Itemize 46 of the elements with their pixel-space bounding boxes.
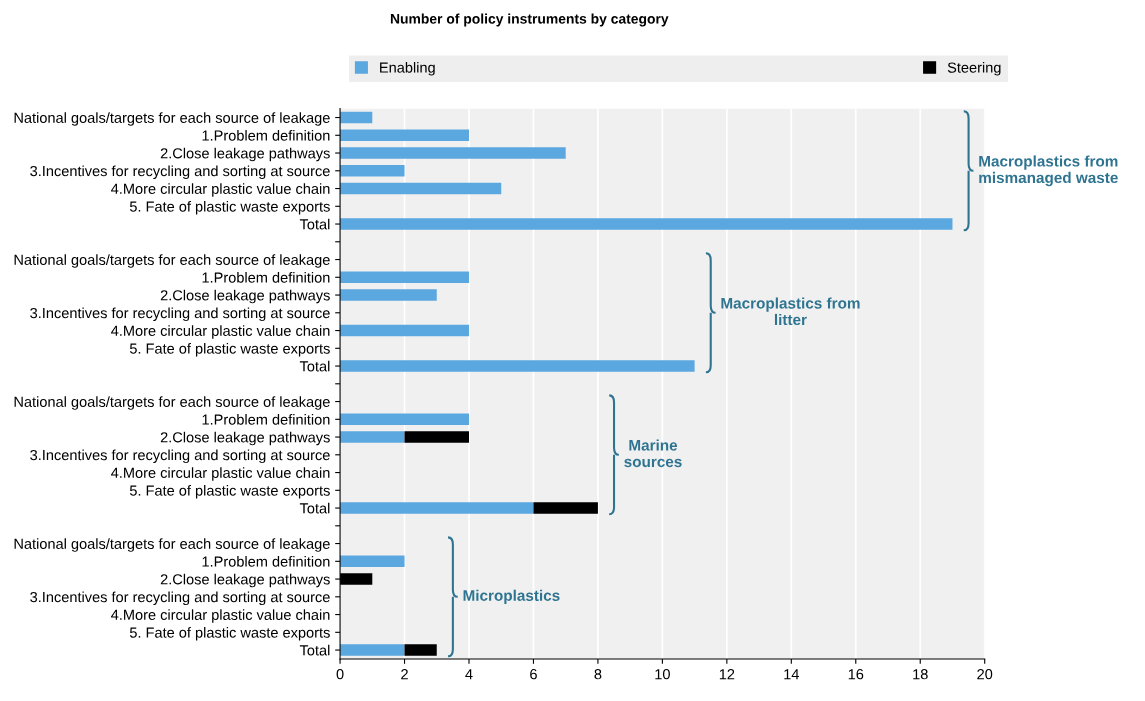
- y-tick-label: 3.Incentives for recycling and sorting at source: [30, 165, 330, 180]
- x-tick-label: 16: [848, 669, 864, 680]
- y-tick-label: 1.Problem definition: [202, 556, 330, 567]
- y-tick-label: 1.Problem definition: [202, 272, 330, 283]
- x-tick-label: 18: [913, 669, 928, 680]
- y-tick-label: Total: [299, 218, 330, 230]
- y-tick-label: Total: [299, 502, 330, 514]
- y-tick-label: 3.Incentives for recycling and sorting at source: [30, 449, 330, 464]
- y-tick-label: Total: [299, 644, 330, 656]
- y-tick-label: 2.Close leakage pathways: [160, 431, 330, 446]
- x-tick-label: 20: [977, 669, 993, 680]
- y-tick-label: National goals/targets for each source of leakage: [14, 396, 330, 410]
- y-tick-label: Total: [299, 360, 330, 372]
- y-tick-label: 4.More circular plastic value chain: [111, 609, 330, 623]
- y-tick-label: 3.Incentives for recycling and sorting at source: [30, 591, 330, 606]
- y-tick-label: 5. Fate of plastic waste exports: [129, 343, 330, 357]
- y-tick-label: 4.More circular plastic value chain: [111, 183, 330, 197]
- x-tick-label: 12: [719, 669, 735, 680]
- y-tick-label: National goals/targets for each source of leakage: [14, 538, 330, 552]
- x-tick-label: 8: [594, 669, 602, 680]
- chart-title: Number of policy instruments by category: [390, 13, 669, 27]
- annotation: Macroplastics from litter: [721, 297, 860, 326]
- annotation: Macroplastics from mismanaged waste: [979, 155, 1118, 187]
- y-tick-label: 5. Fate of plastic waste exports: [129, 627, 330, 641]
- y-tick-label: 2.Close leakage pathways: [160, 289, 330, 304]
- x-tick-label: 6: [530, 669, 537, 680]
- annotation: Marine sources: [624, 439, 682, 468]
- y-tick-label: National goals/targets for each source of leakage: [14, 254, 330, 268]
- annotation: Microplastics: [463, 589, 560, 604]
- x-tick-label: 4: [465, 669, 473, 680]
- x-tick-label: 2: [401, 669, 408, 680]
- legend-label: Enabling: [380, 62, 435, 76]
- legend-label: Steering: [947, 62, 1001, 76]
- x-tick-label: 0: [336, 669, 344, 680]
- y-tick-label: 3.Incentives for recycling and sorting at source: [30, 307, 330, 322]
- y-tick-label: 5. Fate of plastic waste exports: [129, 485, 330, 499]
- x-tick-label: 10: [655, 669, 670, 680]
- y-tick-label: 4.More circular plastic value chain: [111, 325, 330, 339]
- y-tick-label: 2.Close leakage pathways: [160, 573, 330, 588]
- y-tick-label: National goals/targets for each source of leakage: [14, 112, 330, 126]
- y-tick-label: 1.Problem definition: [202, 414, 330, 425]
- y-tick-label: 2.Close leakage pathways: [160, 147, 330, 162]
- y-tick-label: 4.More circular plastic value chain: [111, 467, 330, 481]
- x-tick-label: 14: [784, 669, 799, 680]
- y-tick-label: 5. Fate of plastic waste exports: [129, 201, 330, 215]
- y-tick-label: 1.Problem definition: [202, 130, 330, 141]
